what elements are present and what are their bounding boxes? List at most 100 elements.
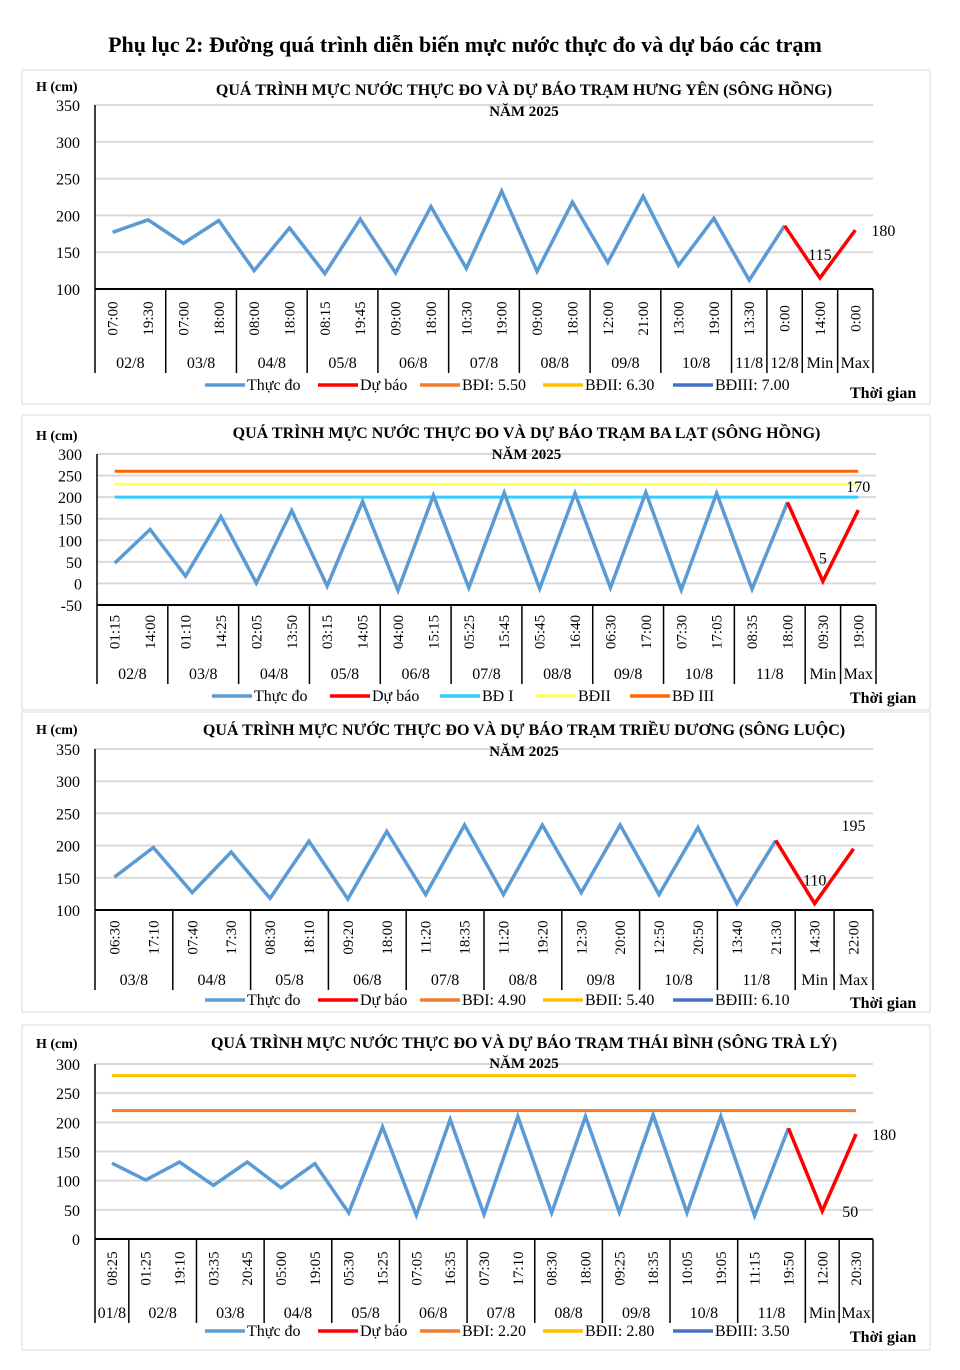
chart-4: 0 50 100 150 200 250 300 QUÁ TRÌNH MỰC NƯỚC THỰ… [21,1024,931,1351]
x-group-label: 02/8 [148,1305,176,1322]
x-group-label: Min [810,666,837,683]
x-tick-time-label: 13:50 [285,615,301,649]
x-tick-time-label: 19:45 [353,301,369,335]
x-tick-time-label: 17:30 [224,920,240,954]
y-tick-label: 150 [56,1145,80,1162]
x-tick-time-label: 13:40 [730,920,746,954]
x-group-label: 01/8 [98,1305,126,1322]
x-group-label: 04/8 [197,972,225,989]
x-tick-time-label: 06:30 [603,615,619,649]
y-tick-label: 350 [56,98,80,115]
x-tick-time-label: 21:00 [636,301,652,335]
x-tick-time-label: 12:50 [652,920,668,954]
legend-label: Dự báo [360,992,407,1009]
x-group-label: 02/8 [118,666,146,683]
x-tick-time-label: 18:10 [302,920,318,954]
x-group-label: 08/8 [543,666,571,683]
x-tick-time-label: 03:35 [206,1251,222,1285]
legend-label: BĐII [578,688,611,705]
y-tick-label: 0 [74,576,82,593]
x-tick-time-label: 09:00 [389,301,405,335]
x-tick-time-label: 06:30 [107,920,123,954]
x-tick-time-label: 07:30 [477,1251,493,1285]
x-group-label: 06/8 [353,972,381,989]
series-thuc-do [112,186,787,284]
x-tick-time-label: 08:25 [105,1251,121,1285]
legend-label: Thực đo [247,1323,301,1340]
x-tick-time-label: 18:00 [578,1251,594,1285]
legend-label: Dự báo [372,688,419,705]
x-tick-time-label: 05:25 [462,615,478,649]
x-group-label: 05/8 [275,972,303,989]
y-tick-label: 100 [56,903,80,920]
chart-title: QUÁ TRÌNH MỰC NƯỚC THỰC ĐO VÀ DỰ BÁO TRẠ… [211,1033,837,1052]
x-group-label: 03/8 [187,355,215,372]
x-group-label: 04/8 [284,1305,312,1322]
x-tick-time-label: 09:20 [341,920,357,954]
legend-label: BĐI: 2.20 [462,1323,526,1340]
x-group-label: 08/8 [509,972,537,989]
data-label: 195 [842,818,866,835]
x-group-label: Min [807,355,834,372]
x-axis-label: Thời gian [850,385,916,402]
x-tick-time-label: 07:30 [674,615,690,649]
x-group-label: 05/8 [328,355,356,372]
chart-1: 100 150 200 250 300 350 QUÁ TRÌNH MỰC NƯỚC THỰ… [21,69,931,405]
y-tick-label: 250 [58,469,82,486]
series-thuc-do [113,821,778,908]
x-tick-time-label: 19:05 [714,1251,730,1285]
x-tick-time-label: 01:15 [108,615,124,649]
x-group-label: 03/8 [216,1305,244,1322]
x-tick-time-label: 08:30 [545,1251,561,1285]
x-tick-time-label: 19:00 [495,301,511,335]
x-group-label: 11/8 [758,1305,786,1322]
x-tick-time-label: 18:35 [458,920,474,954]
x-group-label: 05/8 [331,666,359,683]
x-tick-time-label: 10:05 [680,1251,696,1285]
x-tick-time-label: 19:05 [308,1251,324,1285]
chart-frame [21,711,931,1013]
x-tick-time-label: 19:20 [535,920,551,954]
x-group-label: 04/8 [258,355,286,372]
x-tick-time-label: 18:00 [565,301,581,335]
x-tick-time-label: 15:25 [376,1251,392,1285]
data-label: 50 [842,1204,858,1221]
x-group-label: 09/8 [586,972,614,989]
x-group-label: 04/8 [260,666,288,683]
legend-label: Thực đo [254,688,308,705]
y-tick-label: 300 [58,447,82,464]
x-tick-time-label: 21:30 [769,920,785,954]
x-tick-time-label: 09:00 [530,301,546,335]
chart-2: -50 0 50 100 150 200 250 300 QUÁ TRÌNH MỰC NƯỚC … [21,414,931,711]
y-tick-label: 0 [72,1232,80,1249]
x-tick-time-label: 20:50 [691,920,707,954]
x-tick-time-label: 10:30 [459,301,475,335]
x-group-label: 08/8 [554,1305,582,1322]
y-tick-label: 200 [56,208,80,225]
x-group-label: Max [839,972,868,989]
y-tick-label: 300 [56,774,80,791]
legend-label: BĐI: 4.90 [462,992,526,1009]
x-tick-time-label: 03:15 [320,615,336,649]
chart-subtitle: NĂM 2025 [489,743,559,760]
x-tick-time-label: 17:10 [511,1251,527,1285]
x-tick-time-label: 20:30 [849,1251,865,1285]
x-group-label: 11/8 [735,355,763,372]
x-group-label: Min [809,1305,836,1322]
x-tick-time-label: 14:00 [813,301,829,335]
y-tick-label: 200 [56,1115,80,1132]
y-tick-label: 50 [64,1203,80,1220]
x-group-label: 09/8 [611,355,639,372]
x-tick-time-label: 07:00 [106,301,122,335]
x-tick-time-label: 19:10 [173,1251,189,1285]
y-tick-label: 200 [56,839,80,856]
series-thuc-do [113,487,790,596]
legend-label: Thực đo [247,377,301,394]
x-tick-time-label: 07:05 [409,1251,425,1285]
y-tick-label: 100 [56,282,80,299]
x-group-label: 05/8 [351,1305,379,1322]
chart-3: 100 150 200 250 300 350 QUÁ TRÌNH MỰC NƯỚC THỰ… [21,711,931,1013]
legend-label: BĐIII: 6.10 [715,992,790,1009]
x-tick-time-label: 04:00 [391,615,407,649]
y-tick-label: 250 [56,806,80,823]
